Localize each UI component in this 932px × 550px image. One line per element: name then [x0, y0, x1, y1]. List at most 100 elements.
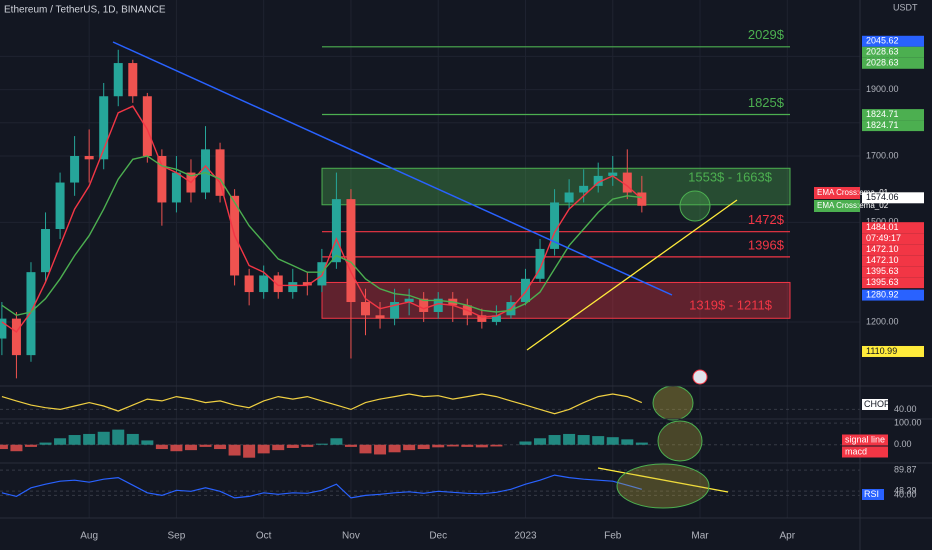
histogram-bar	[344, 444, 357, 447]
y-tick-label: 1900.00	[866, 84, 899, 94]
flag-icon	[692, 369, 708, 385]
legend-swatch	[814, 200, 860, 212]
highlight-circle	[679, 190, 711, 222]
histogram-bar	[301, 444, 314, 447]
price-badge-label: 1574.06	[866, 192, 899, 202]
x-tick-label: Oct	[256, 531, 272, 542]
level-label: 2029$	[748, 27, 785, 42]
price-badge-label: 1395.63	[866, 277, 899, 287]
histogram-bar	[184, 444, 197, 451]
price-badge	[862, 46, 924, 58]
price-badge-label: 07:49:17	[866, 233, 901, 243]
histogram-bar	[126, 433, 139, 445]
price-badge	[862, 120, 924, 132]
candle-body	[302, 282, 312, 286]
candle-body	[259, 275, 269, 293]
price-badge	[862, 277, 924, 289]
level-label: 1472$	[748, 212, 785, 227]
histogram-bar	[635, 442, 648, 445]
histogram-bar	[388, 444, 401, 453]
candle-body	[99, 96, 109, 160]
histogram-bar	[0, 444, 8, 450]
candle-body	[331, 199, 341, 263]
candle-body	[419, 298, 429, 312]
candle-body	[273, 275, 283, 293]
candle-body	[113, 63, 123, 97]
price-badge	[862, 109, 924, 121]
candle-body	[404, 298, 414, 303]
candle-body	[564, 192, 574, 203]
x-tick-label: Aug	[80, 531, 98, 542]
price-badge-label: 2028.63	[866, 58, 899, 68]
histogram-bar	[577, 435, 590, 445]
histogram-bar	[403, 444, 416, 451]
candle-body	[244, 275, 254, 293]
price-badge	[862, 266, 924, 278]
candle-body	[579, 185, 589, 193]
candle-body	[346, 199, 356, 303]
price-badge-label: 1484.01	[866, 222, 899, 232]
candle-body	[637, 192, 647, 206]
price-badge	[862, 192, 924, 204]
highlight-circle	[657, 420, 703, 462]
histogram-bar	[330, 438, 343, 445]
histogram-bar	[519, 441, 532, 445]
indicator-tick-label: 100.00	[894, 418, 922, 428]
histogram-bar	[170, 444, 183, 452]
candle-body	[142, 96, 152, 156]
zone	[321, 281, 791, 319]
candle-body	[622, 172, 632, 193]
indicator-name: RSI	[864, 489, 879, 499]
indicator-legend: signal line	[845, 434, 885, 444]
histogram-bar	[112, 429, 125, 445]
candle-body	[477, 315, 487, 322]
price-badge	[862, 222, 924, 234]
price-badge	[862, 289, 924, 301]
y-tick-label: 1700.00	[866, 150, 899, 160]
indicator-tick-label: 0.00	[894, 439, 912, 449]
x-tick-label: Sep	[168, 531, 186, 542]
histogram-bar	[54, 438, 67, 445]
price-badge	[862, 57, 924, 69]
highlight-circle	[616, 463, 710, 509]
zone-label: 1553$ - 1663$	[688, 170, 773, 185]
candle-body	[55, 182, 65, 230]
y-tick-label: 1500.00	[866, 217, 899, 227]
candle-body	[491, 315, 501, 322]
price-badge-label: 1395.63	[866, 266, 899, 276]
histogram-bar	[199, 444, 212, 447]
price-badge-label: 1824.71	[866, 120, 899, 130]
candle-body	[550, 202, 560, 249]
histogram-bar	[257, 444, 270, 454]
histogram-bar	[374, 444, 387, 455]
histogram-bar	[606, 437, 619, 445]
indicator-line	[1, 474, 642, 499]
price-badge	[862, 255, 924, 267]
histogram-bar	[432, 444, 445, 448]
currency-label: USDT	[893, 2, 918, 12]
y-tick-label: 1200.00	[866, 316, 899, 326]
histogram-bar	[461, 444, 474, 447]
x-tick-label: Feb	[604, 531, 622, 542]
level-label: 1825$	[748, 95, 785, 110]
zones	[321, 46, 791, 319]
indicator-badge	[842, 434, 888, 446]
price-badge-label: 1280.92	[866, 289, 899, 299]
histogram-bar	[446, 444, 459, 447]
price-badge-label: 1472.10	[866, 255, 899, 265]
trend-line	[526, 199, 738, 351]
indicator-name: CHOP	[864, 399, 890, 409]
candle-body	[390, 302, 400, 319]
histogram-bar	[286, 444, 299, 448]
candle-body	[128, 63, 138, 97]
level-label: 1396$	[748, 237, 785, 252]
x-tick-label: Dec	[429, 531, 447, 542]
histogram-bar	[97, 431, 110, 445]
legend-label: EMA Cross:ema_01	[817, 188, 889, 197]
indicator-tick-label: 40.00	[894, 404, 917, 414]
candle-body	[593, 175, 603, 186]
candle-body	[520, 278, 530, 303]
histogram-bar	[228, 444, 241, 456]
histogram-bar	[243, 444, 256, 458]
candle-body	[360, 302, 370, 316]
